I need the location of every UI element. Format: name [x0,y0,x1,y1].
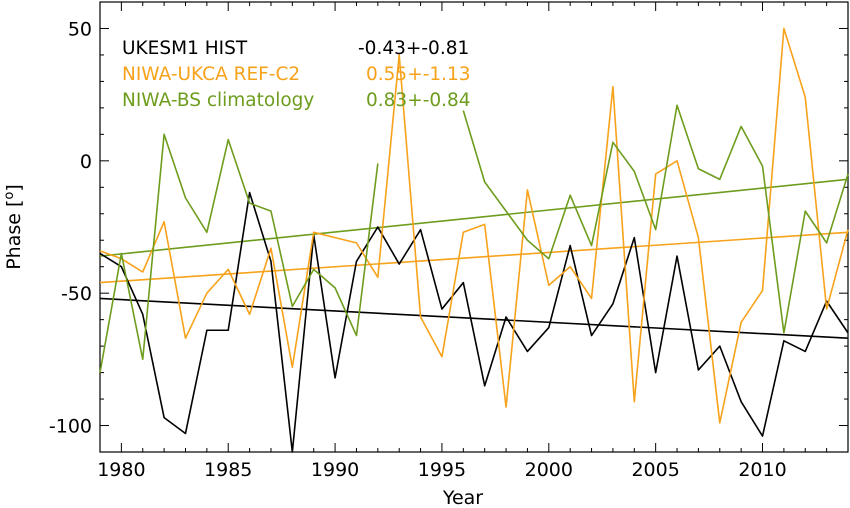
trend-line-niwa-ukca-ref-c2 [99,231,849,284]
legend-name-niwa-ukca: NIWA-UKCA REF-C2 [122,64,300,85]
legend-name-ukesm1: UKESM1 HIST [122,38,248,59]
trend-line-niwa-bs-climatology [99,178,849,257]
series-line-niwa-bs-climatology-part-1 [99,133,379,373]
x-tick-label: 1990 [311,459,359,481]
x-tick-label: 1980 [97,459,145,481]
axis-ticks [99,2,849,452]
legend-name-niwa-bs: NIWA-BS climatology [122,90,314,111]
y-tick-label: 50 [68,18,92,40]
y-tick-label: -100 [49,416,92,438]
legend-trend-ukesm1: -0.43+-0.81 [358,38,469,59]
y-axis-title-close: ] [3,184,25,191]
y-axis-title: Phase [o] [2,184,25,270]
y-axis-title-main: Phase [ [3,200,25,270]
series-line-niwa-bs-climatology-part-2 [462,104,849,334]
y-tick-label: 0 [80,151,92,173]
x-tick-label: 1995 [418,459,466,481]
series-lines [99,27,849,453]
x-axis-title: Year [442,487,483,508]
y-axis-title-unit: o [2,192,17,200]
plot-frame [99,1,849,453]
x-tick-label: 2005 [631,459,679,481]
tick-labels: 1980 1985 1990 1995 2000 2005 2010 50 0 -50 -100 [49,18,787,481]
y-tick-label: -50 [61,283,92,305]
legend-trend-niwa-bs: 0.83+-0.84 [366,90,471,111]
trend-line-ukesm1-hist [99,297,849,339]
legend: UKESM1 HIST -0.43+-0.81 NIWA-UKCA REF-C2… [122,38,471,111]
legend-trend-niwa-ukca: 0.55+-1.13 [366,64,471,85]
series-line-ukesm1-hist [99,191,849,453]
x-tick-label: 2010 [738,459,786,481]
trend-lines [99,178,849,339]
x-tick-label: 1985 [204,459,252,481]
series-line-niwa-ukca-ref-c2 [99,27,849,424]
x-tick-label: 2000 [525,459,573,481]
